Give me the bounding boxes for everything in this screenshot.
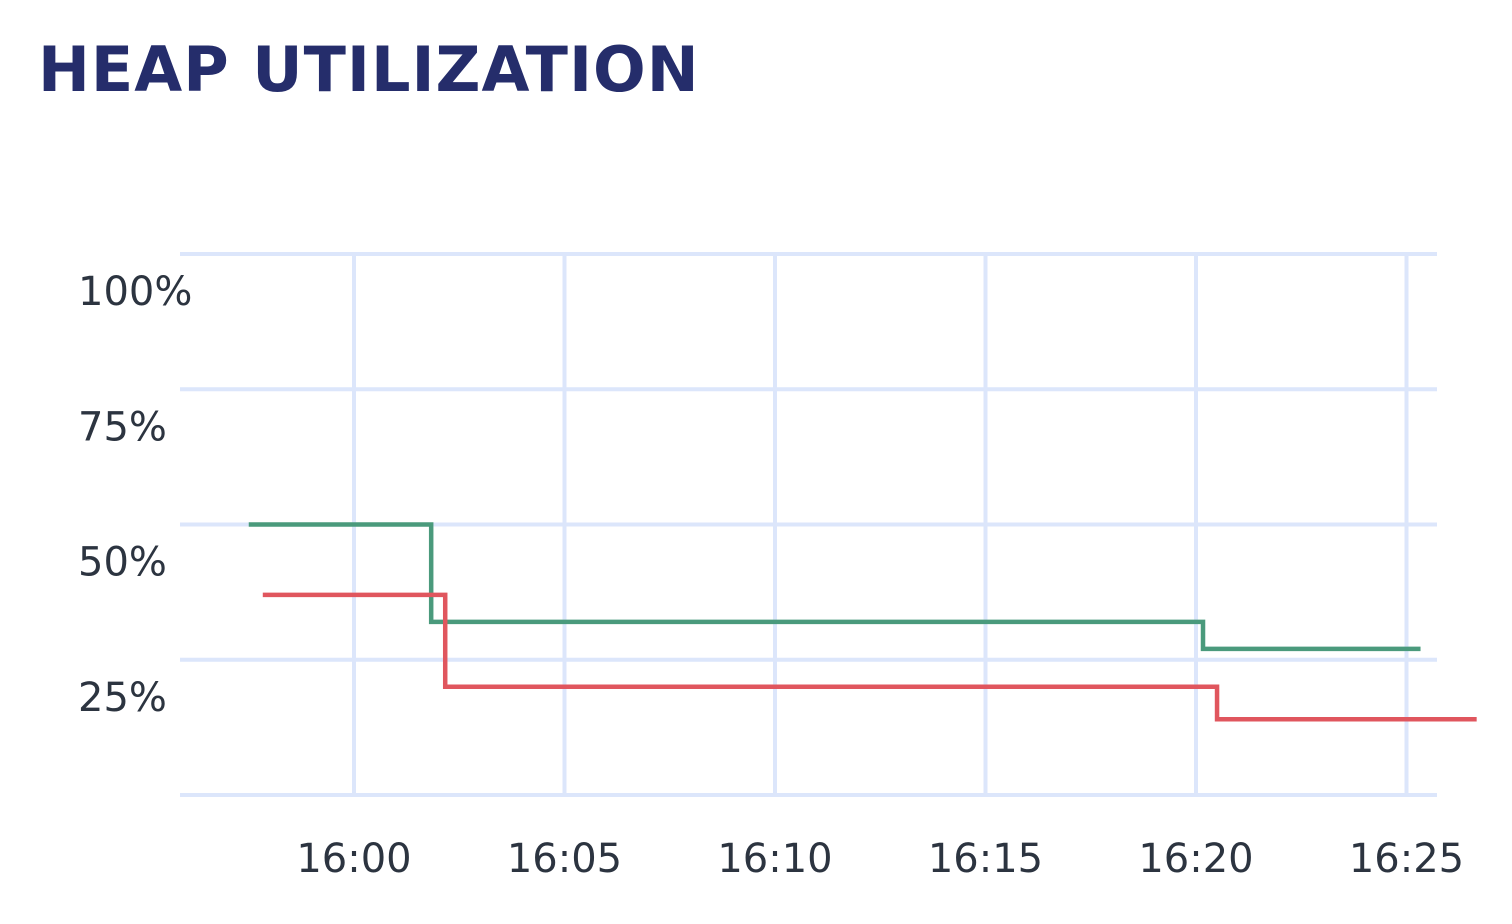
y-tick-label: 50% <box>78 540 167 586</box>
x-tick-label: 16:00 <box>296 836 411 882</box>
x-tick-label: 16:20 <box>1138 836 1253 882</box>
y-tick-label: 75% <box>78 404 167 450</box>
y-tick-label: 100% <box>78 269 192 315</box>
x-axis-tick-labels: 16:00 16:05 16:10 16:15 16:20 16:25 <box>296 836 1464 882</box>
x-tick-label: 16:05 <box>507 836 622 882</box>
series-line-1 <box>248 522 1421 652</box>
series-lines <box>248 522 1477 722</box>
chart-title: HEAP UTILIZATION <box>38 33 700 106</box>
x-tick-label: 16:15 <box>928 836 1043 882</box>
x-tick-label: 16:25 <box>1349 836 1464 882</box>
x-tick-label: 16:10 <box>717 836 832 882</box>
series-line-2 <box>262 592 1477 722</box>
y-axis-tick-labels: 25% 50% 75% 100% <box>78 269 192 721</box>
y-tick-label: 25% <box>78 675 167 721</box>
